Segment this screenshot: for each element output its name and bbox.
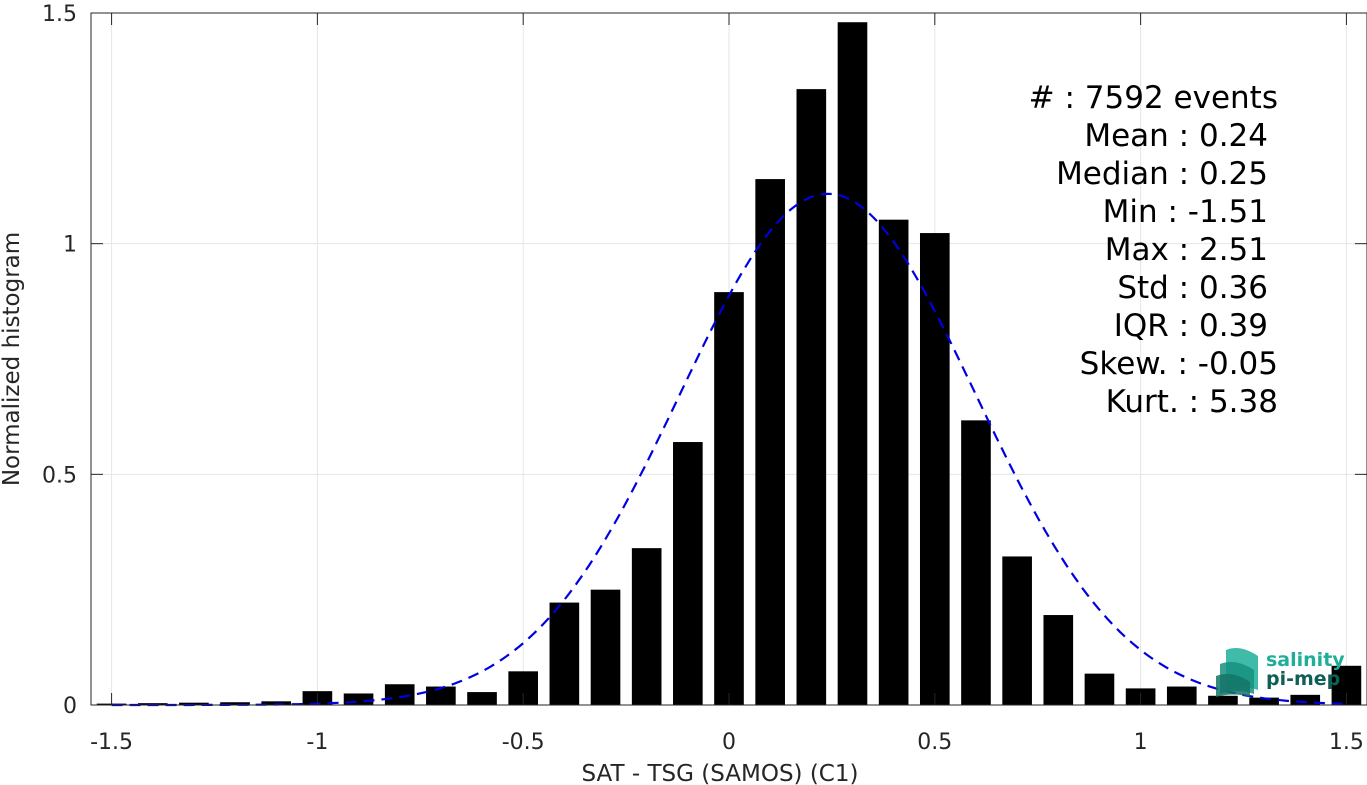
stat-median: Median : 0.25 [1056, 156, 1268, 192]
stat-std: Std : 0.36 [1117, 270, 1268, 306]
histogram-bar [549, 602, 580, 705]
x-axis-label: SAT - TSG (SAMOS) (C1) [582, 761, 859, 785]
x-tick-label: 0.5 [917, 730, 952, 755]
histogram-bar [384, 684, 415, 705]
histogram-bar [796, 89, 827, 706]
salinity-pimep-logo: salinity pi-mep [1216, 648, 1345, 697]
histogram-bar [1043, 615, 1074, 705]
histogram-bar [426, 686, 456, 705]
x-tick-label: 0 [722, 730, 736, 755]
stat-max: Max : 2.51 [1105, 232, 1268, 268]
x-tick-label: -1 [306, 730, 328, 755]
histogram-bar [590, 589, 621, 705]
wave-icon [1216, 648, 1258, 697]
stat-mean: Mean : 0.24 [1084, 118, 1268, 154]
x-ticks: -1.5 -1 -0.5 0 0.5 1 1.5 [90, 13, 1364, 755]
histogram-bar [755, 179, 785, 705]
stats-box: # : 7592 events Mean : 0.24 Median : 0.2… [1029, 80, 1278, 420]
histogram-bar [467, 692, 497, 705]
histogram-bar [1290, 694, 1321, 705]
histogram-bar [714, 292, 744, 705]
histogram-bar [673, 442, 703, 705]
histogram-bar [1208, 695, 1238, 705]
histogram-bar [1084, 673, 1115, 705]
y-axis-label: Normalized histogram [0, 232, 25, 486]
histogram-bar [631, 548, 662, 705]
logo-text-pimep: pi-mep [1266, 668, 1340, 690]
histogram-bar [1249, 697, 1279, 705]
stat-iqr: IQR : 0.39 [1114, 308, 1268, 344]
histogram-bar [343, 693, 374, 705]
histogram-bar [878, 219, 909, 705]
y-tick-label: 0 [63, 694, 77, 719]
histogram-bar [961, 420, 991, 705]
histogram-bar [261, 701, 292, 705]
histogram-bar [1002, 556, 1032, 705]
bars [96, 22, 1362, 707]
y-ticks: 0 0.5 1 1.5 [42, 2, 1367, 719]
x-tick-label: -0.5 [502, 730, 545, 755]
x-tick-label: -1.5 [90, 730, 133, 755]
y-tick-label: 1.5 [42, 2, 77, 27]
y-tick-label: 0.5 [42, 463, 77, 488]
x-tick-label: 1 [1134, 730, 1148, 755]
histogram-bar [1166, 686, 1197, 705]
histogram-bar [837, 22, 868, 705]
stat-min: Min : -1.51 [1103, 194, 1268, 230]
stat-kurt: Kurt. : 5.38 [1106, 384, 1278, 420]
logo-text-salinity: salinity [1266, 649, 1345, 671]
histogram-bar [919, 233, 950, 705]
x-tick-label: 1.5 [1329, 730, 1364, 755]
histogram-bar [220, 702, 250, 705]
y-tick-label: 1 [63, 233, 77, 258]
stat-count: # : 7592 events [1029, 80, 1278, 116]
stat-skew: Skew. : -0.05 [1080, 346, 1278, 382]
